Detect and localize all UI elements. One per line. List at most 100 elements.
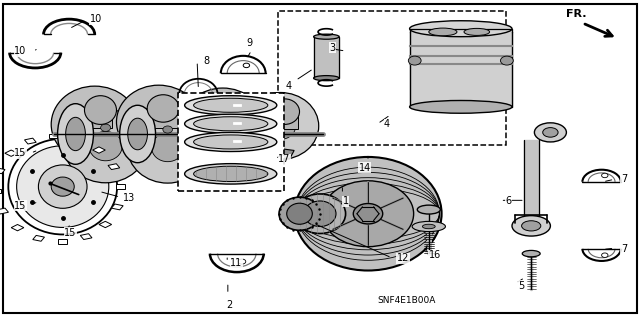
Ellipse shape <box>534 123 566 142</box>
Ellipse shape <box>429 28 457 36</box>
Ellipse shape <box>64 109 147 183</box>
Ellipse shape <box>248 107 284 161</box>
Bar <box>49 134 58 138</box>
Ellipse shape <box>185 132 277 152</box>
Ellipse shape <box>314 34 339 39</box>
Ellipse shape <box>206 109 239 138</box>
Text: 1: 1 <box>342 196 349 206</box>
Ellipse shape <box>51 177 74 196</box>
Text: 5: 5 <box>518 280 525 291</box>
Bar <box>178 93 284 191</box>
Bar <box>72 137 84 142</box>
Text: 10: 10 <box>14 46 26 56</box>
Ellipse shape <box>77 109 112 140</box>
Ellipse shape <box>191 114 270 183</box>
Text: 14: 14 <box>358 163 371 173</box>
Text: 8: 8 <box>204 56 210 66</box>
Bar <box>0 168 5 174</box>
Bar <box>278 149 294 159</box>
Ellipse shape <box>194 98 268 112</box>
Ellipse shape <box>218 102 228 109</box>
Ellipse shape <box>226 128 235 135</box>
Bar <box>278 11 506 145</box>
Text: 12: 12 <box>397 253 409 263</box>
Ellipse shape <box>353 204 383 224</box>
Ellipse shape <box>500 56 513 65</box>
Ellipse shape <box>100 124 111 131</box>
Bar <box>108 164 120 170</box>
Bar <box>116 184 125 189</box>
Ellipse shape <box>17 146 109 227</box>
Ellipse shape <box>256 119 275 149</box>
Ellipse shape <box>116 85 201 159</box>
Text: 17: 17 <box>278 154 291 165</box>
Ellipse shape <box>182 88 264 160</box>
Ellipse shape <box>410 100 512 113</box>
Text: FR.: FR. <box>566 9 586 19</box>
Bar <box>11 225 24 231</box>
Ellipse shape <box>417 205 440 214</box>
Ellipse shape <box>194 117 268 131</box>
Polygon shape <box>83 108 112 128</box>
Bar <box>80 234 92 240</box>
Ellipse shape <box>294 157 442 271</box>
Ellipse shape <box>180 105 216 163</box>
Bar <box>99 221 111 228</box>
Ellipse shape <box>276 106 285 113</box>
Bar <box>24 138 36 144</box>
Ellipse shape <box>120 105 156 163</box>
Polygon shape <box>208 110 240 128</box>
Ellipse shape <box>512 216 550 236</box>
Ellipse shape <box>89 131 122 161</box>
Bar <box>33 235 44 241</box>
Ellipse shape <box>189 118 208 150</box>
Ellipse shape <box>314 76 339 81</box>
Ellipse shape <box>58 104 93 164</box>
Ellipse shape <box>602 253 608 257</box>
Ellipse shape <box>8 139 117 234</box>
Ellipse shape <box>163 126 173 133</box>
Ellipse shape <box>128 118 147 150</box>
Ellipse shape <box>543 128 558 137</box>
Ellipse shape <box>410 21 512 37</box>
Ellipse shape <box>185 114 277 133</box>
Ellipse shape <box>210 97 241 123</box>
Ellipse shape <box>90 101 100 109</box>
Text: 15: 15 <box>64 228 76 238</box>
Ellipse shape <box>304 201 336 226</box>
Bar <box>0 208 8 214</box>
Ellipse shape <box>127 112 208 183</box>
Text: 4: 4 <box>384 119 390 130</box>
Text: 13: 13 <box>123 193 135 203</box>
Ellipse shape <box>152 133 184 162</box>
Polygon shape <box>146 108 178 128</box>
Ellipse shape <box>243 63 250 68</box>
Text: 11: 11 <box>230 258 243 268</box>
Text: 15: 15 <box>14 201 26 211</box>
Ellipse shape <box>194 166 268 182</box>
Ellipse shape <box>185 96 277 115</box>
Ellipse shape <box>323 181 413 247</box>
Ellipse shape <box>38 165 87 208</box>
Ellipse shape <box>287 203 312 224</box>
Ellipse shape <box>142 107 175 137</box>
Ellipse shape <box>279 197 320 230</box>
Text: 10: 10 <box>90 14 102 24</box>
Ellipse shape <box>464 28 490 35</box>
Ellipse shape <box>265 113 296 139</box>
Text: 16: 16 <box>429 250 441 260</box>
Bar <box>93 147 106 153</box>
Text: 9: 9 <box>246 38 253 48</box>
Ellipse shape <box>412 221 445 232</box>
Ellipse shape <box>242 93 319 160</box>
Ellipse shape <box>66 117 85 151</box>
Ellipse shape <box>51 86 138 163</box>
Ellipse shape <box>238 259 246 264</box>
Ellipse shape <box>194 135 268 149</box>
Text: 4: 4 <box>285 81 291 91</box>
Ellipse shape <box>522 250 540 257</box>
Text: 3: 3 <box>330 43 336 53</box>
Bar <box>111 204 123 210</box>
Bar <box>5 150 17 156</box>
Ellipse shape <box>154 100 164 107</box>
